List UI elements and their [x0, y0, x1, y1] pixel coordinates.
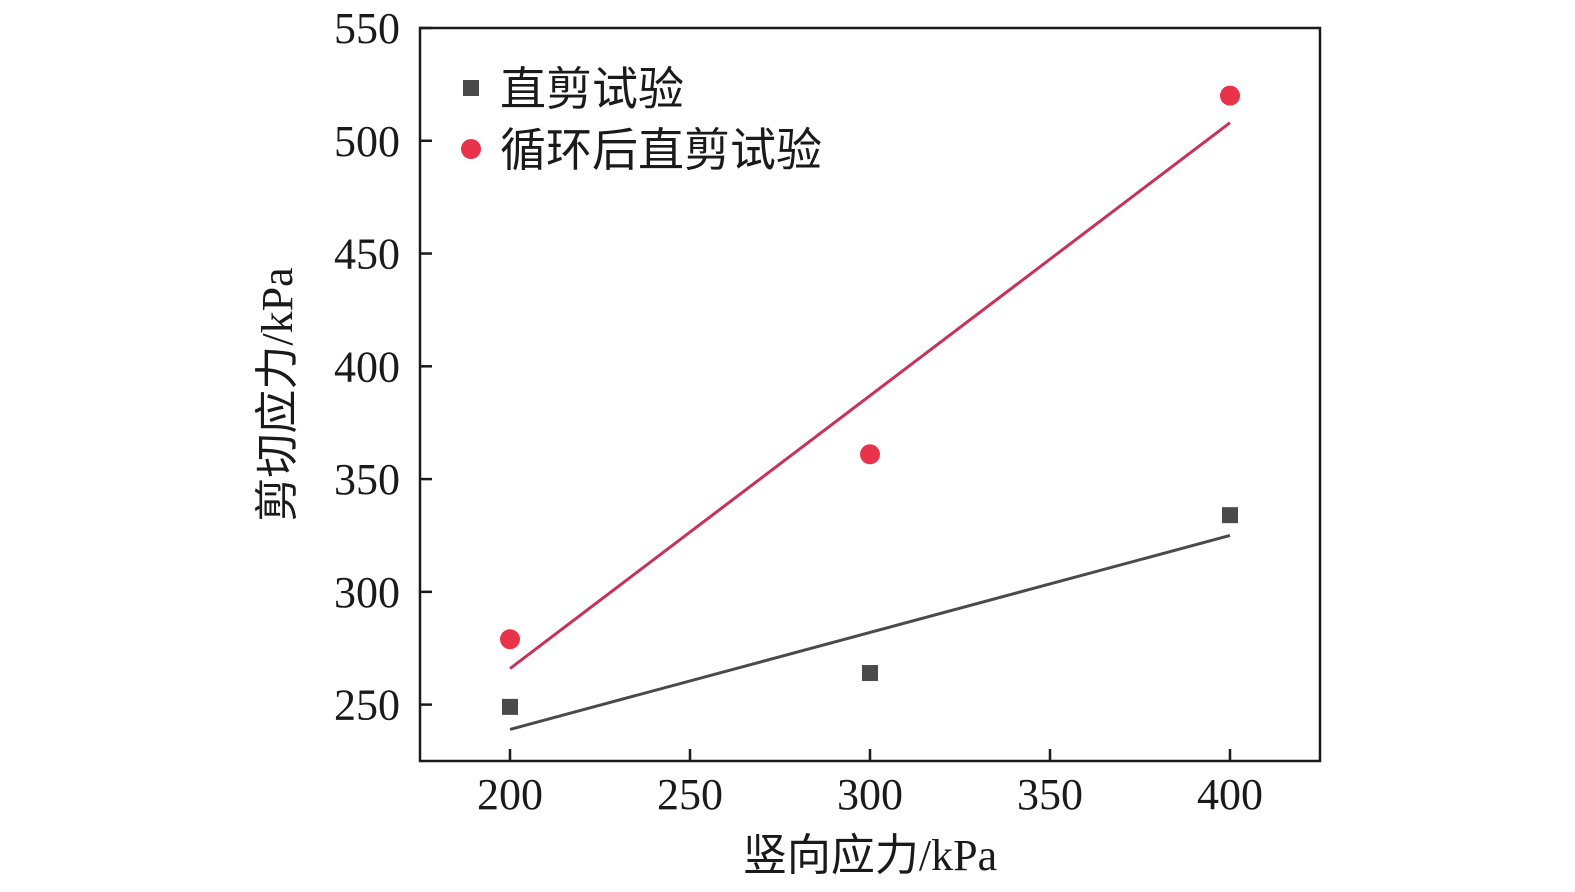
data-point-series-2: [860, 444, 880, 465]
x-tick-label: 300: [837, 770, 903, 819]
legend-label: 直剪试验: [500, 64, 684, 115]
y-tick-label: 350: [334, 455, 400, 504]
legend-label: 循环后直剪试验: [500, 125, 822, 176]
legend-marker: [461, 139, 481, 159]
x-tick-label: 400: [1197, 770, 1263, 819]
y-tick-label: 400: [334, 342, 400, 391]
fit-line-series-2: [509, 121, 1231, 670]
x-tick-label: 200: [477, 770, 543, 819]
y-tick-label: 500: [334, 117, 400, 166]
fit-lines: [509, 121, 1231, 731]
data-markers: [500, 85, 1240, 715]
y-tick-label: 550: [334, 4, 400, 53]
x-axis-title: 竖向应力/kPa: [743, 831, 997, 880]
y-axis-title: 剪切应力/kPa: [253, 267, 302, 521]
ticks: 200 250 300 350 400 250 300 350 400 450 500 550: [334, 4, 1263, 819]
data-point-series-2: [500, 629, 520, 650]
x-tick-label: 250: [657, 770, 723, 819]
y-tick-label: 300: [334, 568, 400, 617]
y-tick-label: 250: [334, 681, 400, 730]
data-point-series-2: [1220, 85, 1240, 106]
fit-line-series-1: [509, 534, 1231, 731]
y-tick-label: 450: [334, 230, 400, 279]
legend-marker: [463, 80, 479, 96]
data-point-series-1: [862, 665, 878, 682]
x-tick-label: 350: [1017, 770, 1083, 819]
data-point-series-1: [1222, 507, 1238, 524]
data-point-series-1: [502, 698, 518, 715]
